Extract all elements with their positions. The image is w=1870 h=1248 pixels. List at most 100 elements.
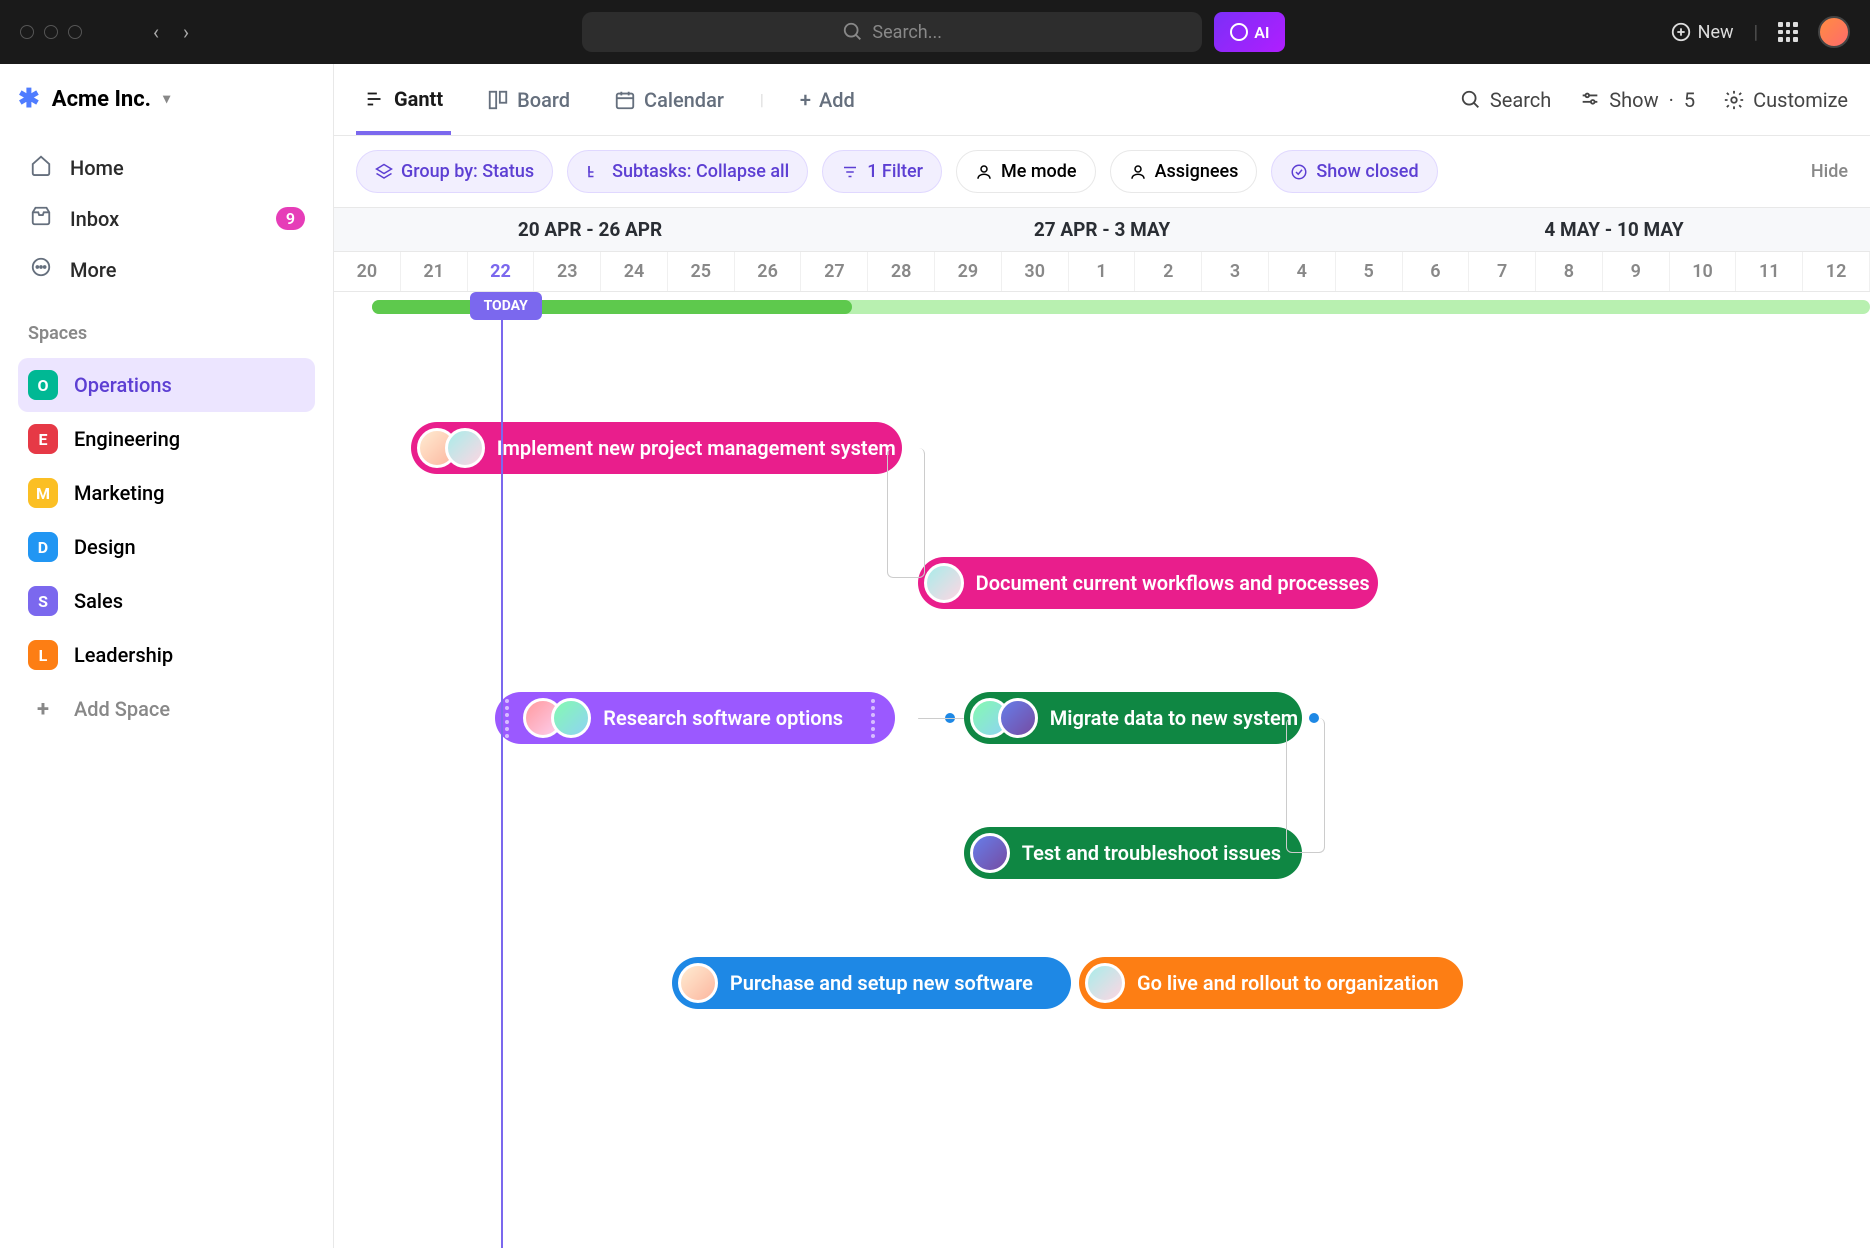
avatar[interactable] (924, 563, 964, 603)
home-icon (28, 154, 54, 181)
space-label: Marketing (74, 481, 165, 505)
day-header[interactable]: 4 (1269, 252, 1336, 291)
filter-bar: Group by: Status Subtasks: Collapse all … (334, 136, 1870, 208)
space-badge-icon: E (28, 424, 58, 454)
avatar[interactable] (998, 698, 1038, 738)
day-header[interactable]: 10 (1670, 252, 1737, 291)
nav-back[interactable]: ‹ (144, 20, 168, 44)
day-header[interactable]: 22 (468, 252, 535, 291)
day-header[interactable]: 29 (935, 252, 1002, 291)
board-icon (487, 89, 509, 111)
resize-handle-right[interactable] (871, 699, 885, 738)
filter-me-mode[interactable]: Me mode (956, 150, 1096, 193)
user-avatar[interactable] (1818, 16, 1850, 48)
day-header[interactable]: 7 (1469, 252, 1536, 291)
avatar[interactable] (445, 428, 485, 468)
nav-forward[interactable]: › (174, 20, 198, 44)
gantt-chart: 20 APR - 26 APR27 APR - 3 MAY4 MAY - 10 … (334, 208, 1870, 1248)
day-header[interactable]: 26 (735, 252, 802, 291)
day-header[interactable]: 5 (1336, 252, 1403, 291)
task-bar[interactable]: Implement new project management system (411, 422, 903, 474)
close-window[interactable] (20, 25, 34, 39)
ai-button[interactable]: AI (1214, 12, 1285, 52)
sidebar-space-sales[interactable]: SSales (18, 574, 315, 628)
task-bar[interactable]: Research software options (495, 692, 894, 744)
workspace-switcher[interactable]: ✱ Acme Inc. ▾ (18, 84, 315, 114)
day-header[interactable]: 1 (1069, 252, 1136, 291)
nav-arrows: ‹ › (144, 20, 198, 44)
sidebar-space-design[interactable]: DDesign (18, 520, 315, 574)
search-wrap: Search... AI (210, 12, 1658, 52)
calendar-icon (614, 89, 636, 111)
subtask-icon (586, 163, 604, 181)
task-label: Implement new project management system (497, 436, 896, 460)
more-icon (28, 256, 54, 283)
plus-circle-icon (1670, 21, 1692, 43)
day-header[interactable]: 8 (1536, 252, 1603, 291)
day-header[interactable]: 21 (401, 252, 468, 291)
day-header[interactable]: 6 (1403, 252, 1470, 291)
sidebar: ✱ Acme Inc. ▾ Home Inbox 9 More Spaces O… (0, 64, 334, 1248)
tab-gantt[interactable]: Gantt (356, 67, 451, 135)
sidebar-space-leadership[interactable]: LLeadership (18, 628, 315, 682)
filter-group-by[interactable]: Group by: Status (356, 150, 553, 193)
today-label: TODAY (470, 292, 542, 320)
day-header[interactable]: 3 (1202, 252, 1269, 291)
sidebar-space-marketing[interactable]: MMarketing (18, 466, 315, 520)
avatar[interactable] (970, 833, 1010, 873)
toolbar-show[interactable]: Show · 5 (1579, 88, 1695, 112)
avatar[interactable] (1085, 963, 1125, 1003)
tab-board[interactable]: Board (479, 68, 578, 132)
task-bar[interactable]: Test and troubleshoot issues (964, 827, 1302, 879)
add-view-button[interactable]: + Add (792, 68, 863, 132)
toolbar-customize[interactable]: Customize (1723, 88, 1848, 112)
task-bar[interactable]: Migrate data to new system (964, 692, 1302, 744)
day-header[interactable]: 28 (868, 252, 935, 291)
day-header[interactable]: 9 (1603, 252, 1670, 291)
day-header[interactable]: 2 (1135, 252, 1202, 291)
task-bar[interactable]: Go live and rollout to organization (1079, 957, 1463, 1009)
tab-calendar-label: Calendar (644, 88, 724, 112)
space-label: Operations (74, 373, 172, 397)
sidebar-space-operations[interactable]: OOperations (18, 358, 315, 412)
new-button[interactable]: New (1670, 21, 1734, 43)
avatar[interactable] (678, 963, 718, 1003)
day-header[interactable]: 27 (801, 252, 868, 291)
day-header[interactable]: 20 (334, 252, 401, 291)
day-header[interactable]: 23 (534, 252, 601, 291)
add-space-button[interactable]: + Add Space (18, 682, 315, 736)
filter-assignees[interactable]: Assignees (1110, 150, 1258, 193)
filter-group-by-label: Group by: Status (401, 161, 534, 182)
tab-calendar[interactable]: Calendar (606, 68, 732, 132)
toolbar-search[interactable]: Search (1460, 88, 1551, 112)
task-avatars (970, 698, 1038, 738)
person-icon (1129, 163, 1147, 181)
hide-filters-button[interactable]: Hide (1811, 161, 1848, 182)
filter-subtasks[interactable]: Subtasks: Collapse all (567, 150, 808, 193)
task-bar[interactable]: Purchase and setup new software (672, 957, 1071, 1009)
task-label: Document current workflows and processes (976, 571, 1370, 595)
nav-inbox[interactable]: Inbox 9 (18, 193, 315, 244)
day-header[interactable]: 30 (1002, 252, 1069, 291)
day-header[interactable]: 12 (1803, 252, 1870, 291)
apps-icon[interactable] (1778, 22, 1798, 42)
global-search[interactable]: Search... (582, 12, 1202, 52)
day-header[interactable]: 11 (1736, 252, 1803, 291)
task-label: Research software options (603, 706, 843, 730)
filter-show-closed[interactable]: Show closed (1271, 150, 1437, 193)
week-headers: 20 APR - 26 APR27 APR - 3 MAY4 MAY - 10 … (334, 208, 1870, 252)
minimize-window[interactable] (44, 25, 58, 39)
nav-more[interactable]: More (18, 244, 315, 295)
maximize-window[interactable] (68, 25, 82, 39)
task-avatars (970, 833, 1010, 873)
day-header[interactable]: 25 (668, 252, 735, 291)
day-header[interactable]: 24 (601, 252, 668, 291)
gantt-body[interactable]: Implement new project management system D… (334, 292, 1870, 1248)
task-bar[interactable]: Document current workflows and processes (918, 557, 1379, 609)
avatar[interactable] (551, 698, 591, 738)
resize-handle-left[interactable] (505, 699, 519, 738)
filter-filter[interactable]: 1 Filter (822, 150, 942, 193)
sidebar-space-engineering[interactable]: EEngineering (18, 412, 315, 466)
toolbar-customize-label: Customize (1753, 88, 1848, 112)
nav-home[interactable]: Home (18, 142, 315, 193)
